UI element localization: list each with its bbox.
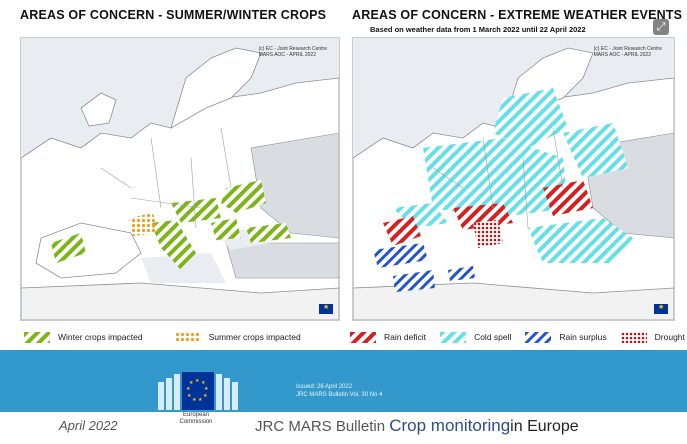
eu-flag-icon	[654, 303, 668, 314]
summer-winter-crops-panel: AREAS OF CONCERN - SUMMER/WINTER CROPS	[14, 5, 344, 323]
panel-subtitle: Based on weather data from 1 March 2022 …	[370, 25, 586, 34]
europe-map-weather: (c) EC - Joint Research Centre MARS AOC …	[352, 37, 675, 321]
map-credit: (c) EC - Joint Research Centre MARS AOC …	[258, 46, 327, 58]
svg-text:★: ★	[198, 397, 203, 403]
legend-item-rain-surplus: Rain surplus	[525, 331, 607, 343]
ec-label: European Commission	[179, 412, 213, 425]
orange-dots-swatch	[174, 331, 201, 343]
ec-logo-icon: ★ ★★ ★★★ ★★★	[158, 372, 238, 410]
extreme-weather-panel: AREAS OF CONCERN - EXTREME WEATHER EVENT…	[346, 5, 683, 323]
panel-title: AREAS OF CONCERN - EXTREME WEATHER EVENT…	[352, 8, 683, 22]
svg-text:★: ★	[192, 397, 197, 403]
legend-item-cold-spell: Cold spell	[440, 331, 511, 343]
crops-legend: Winter crops impacted Summer crops impac…	[24, 328, 315, 346]
svg-text:★: ★	[187, 393, 192, 399]
expand-icon[interactable]: ⤢	[653, 19, 669, 35]
blue-hatch-swatch	[525, 331, 552, 343]
svg-text:★: ★	[195, 378, 200, 384]
red-dots-swatch	[620, 331, 647, 343]
svg-text:★: ★	[189, 380, 194, 386]
legend-item-winter-crops: Winter crops impacted	[24, 331, 143, 343]
svg-text:★: ★	[186, 386, 191, 392]
legend-item-summer-crops: Summer crops impacted	[174, 331, 301, 343]
issue-info: Issued: 26 April 2022 JRC MARS Bulletin …	[296, 384, 383, 398]
weather-legend: Rain deficit Cold spell Rain surplus Dro…	[350, 328, 685, 346]
legend-item-drought: Drought	[620, 331, 685, 343]
europe-map-crops: (c) EC - Joint Research Centre MARS AOC …	[20, 37, 340, 321]
svg-text:★: ★	[204, 386, 209, 392]
footer-date: April 2022	[59, 418, 118, 433]
red-hatch-swatch	[350, 331, 376, 343]
green-hatch-swatch	[24, 331, 50, 343]
eu-flag-icon	[319, 303, 333, 314]
footer-bulletin-title: JRC MARS Bulletin Crop monitoringin Euro…	[255, 416, 579, 435]
svg-text:★: ★	[203, 393, 208, 399]
map-credit: (c) EC - Joint Research Centre MARS AOC …	[593, 46, 662, 58]
panel-title: AREAS OF CONCERN - SUMMER/WINTER CROPS	[20, 8, 327, 22]
cyan-hatch-swatch	[440, 331, 467, 343]
legend-item-rain-deficit: Rain deficit	[350, 331, 426, 343]
bulletin-banner	[0, 350, 687, 412]
svg-text:★: ★	[201, 380, 206, 386]
